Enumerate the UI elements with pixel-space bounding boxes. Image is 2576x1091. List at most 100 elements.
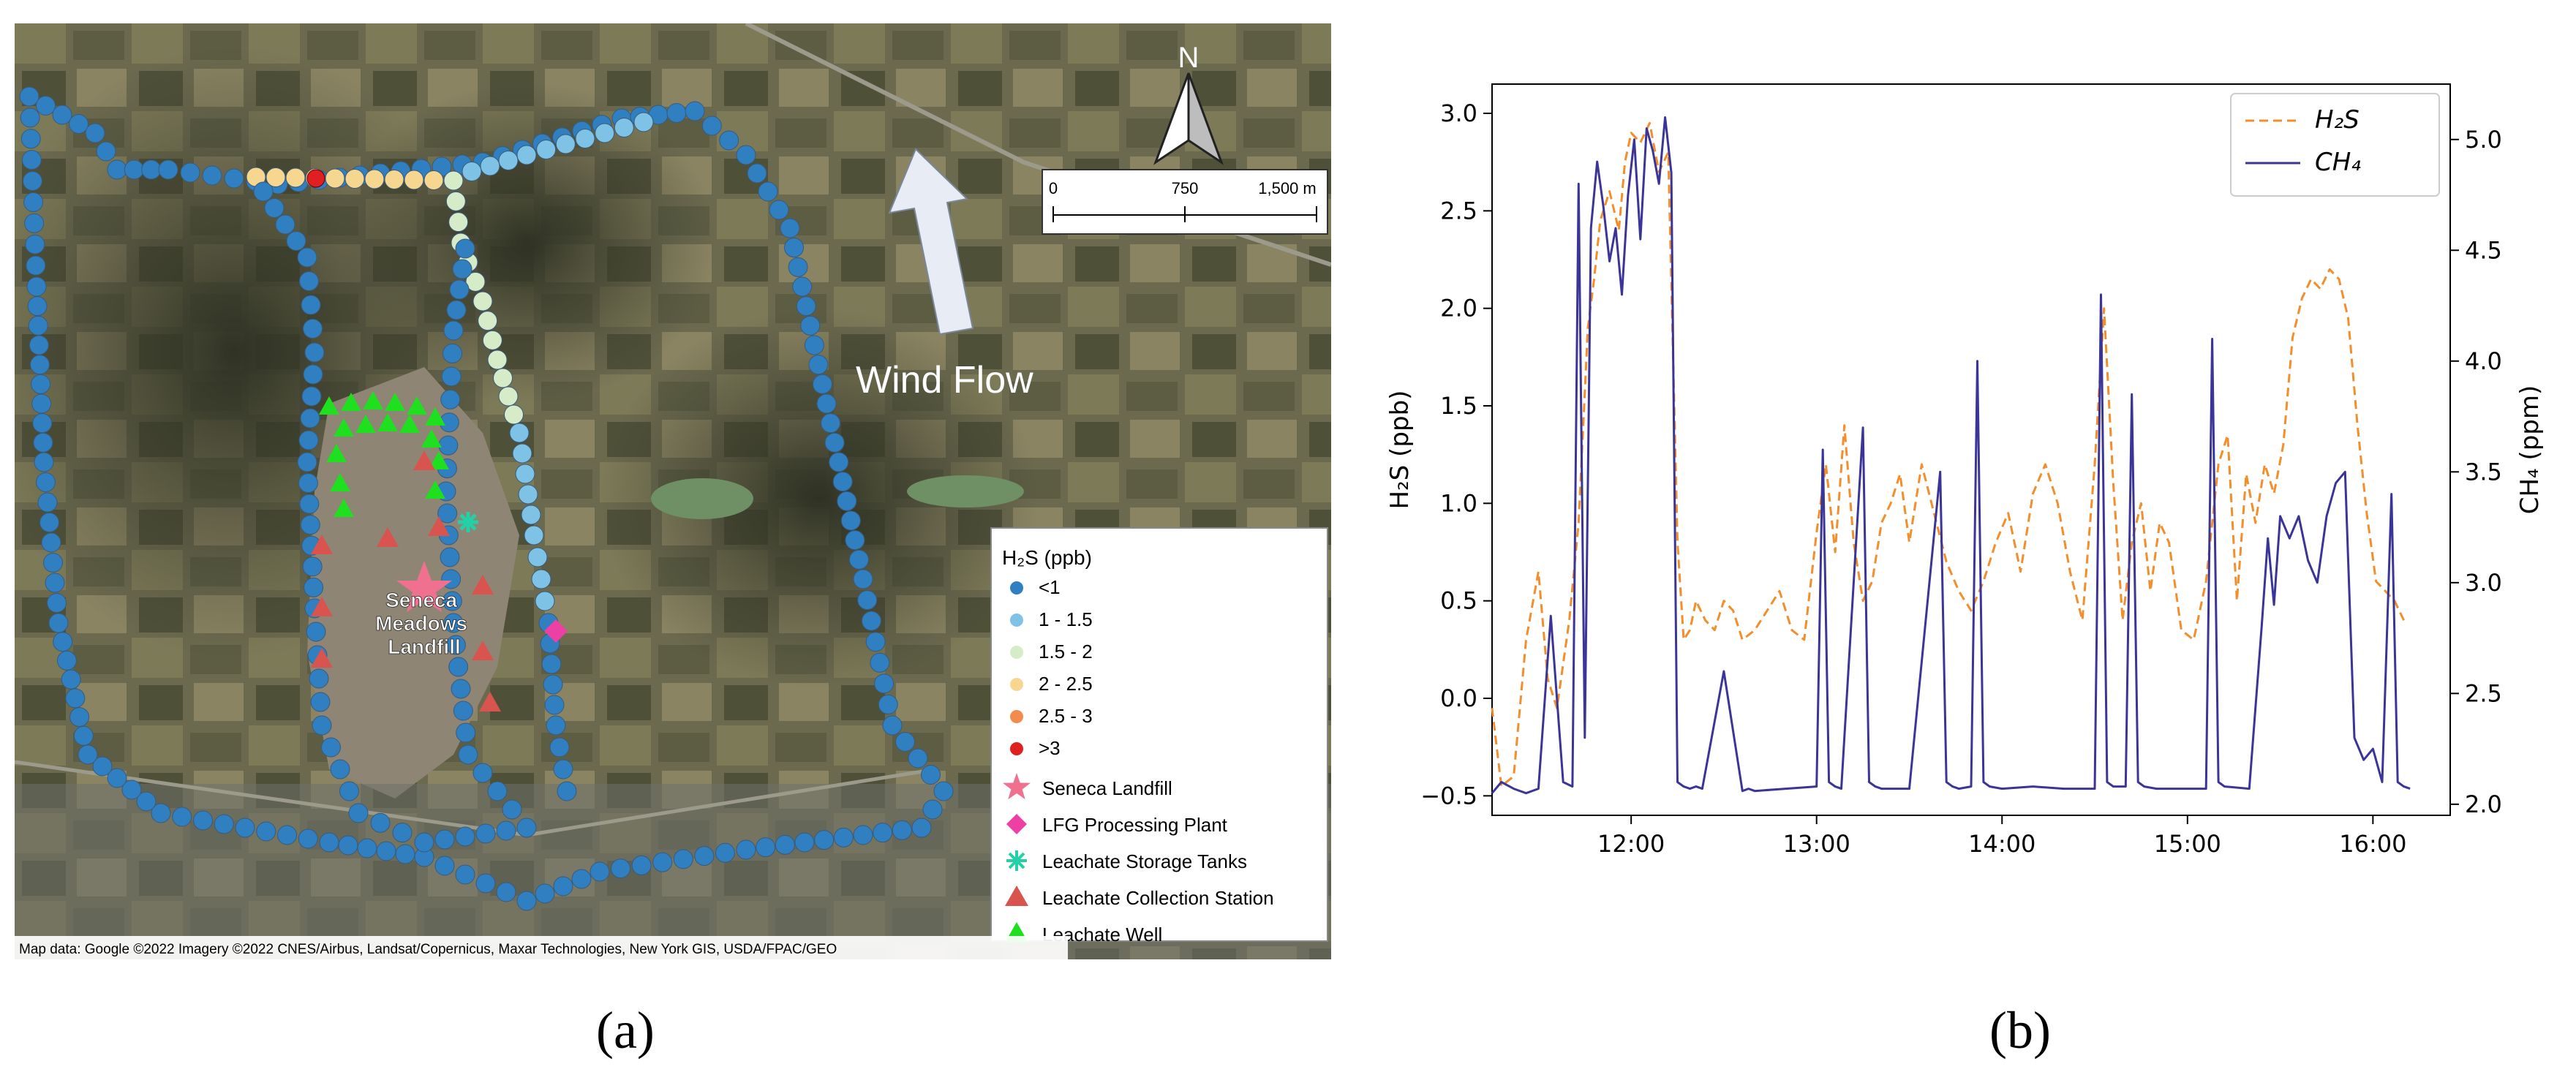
h2s-sample-point (151, 803, 171, 823)
leachate-collection-station-marker[interactable] (472, 575, 494, 594)
h2s-sample-point (933, 781, 954, 801)
h2s-sample-point (441, 366, 462, 387)
y-axis-left-label: H₂S (ppb) (1385, 390, 1415, 510)
leachate-collection-station-marker[interactable] (472, 641, 494, 660)
leachate-well-marker[interactable] (334, 499, 354, 517)
legend-symbol-label: Leachate Collection Station (1042, 887, 1274, 909)
leachate-well-marker[interactable] (377, 413, 398, 431)
h2s-sample-point (452, 259, 472, 279)
h2s-sample-point (895, 732, 915, 752)
leachate-collection-station-marker[interactable] (311, 648, 333, 668)
h2s-sample-point (502, 799, 522, 820)
leachate-well-marker[interactable] (334, 418, 354, 437)
leachate-well-marker[interactable] (429, 451, 449, 469)
h2s-sample-point (180, 162, 200, 183)
h2s-sample-point (414, 832, 434, 853)
h2s-sample-point (443, 320, 464, 341)
h2s-sample-point (465, 271, 486, 292)
leachate-well-marker[interactable] (355, 415, 376, 433)
leachate-well-marker[interactable] (385, 393, 405, 411)
h2s-sample-point (516, 891, 537, 911)
h2s-sample-point (28, 315, 48, 336)
legend-class-label: 1.5 - 2 (1039, 641, 1093, 662)
legend-symbol-label: LFG Processing Plant (1042, 814, 1228, 836)
h2s-sample-point (434, 856, 455, 876)
h2s-sample-point (445, 191, 466, 211)
h2s-sample-point (300, 408, 320, 429)
leachate-well-marker[interactable] (407, 396, 427, 415)
h2s-sample-point (631, 855, 652, 875)
leachate-well-marker[interactable] (425, 407, 445, 426)
h2s-sample-point (496, 820, 516, 841)
h2s-sample-point (516, 818, 537, 838)
h2s-sample-point (302, 556, 323, 577)
h2s-sample-point (845, 530, 865, 551)
leachate-storage-tanks-marker[interactable] (458, 512, 478, 532)
leachate-well-marker[interactable] (330, 473, 350, 491)
chart-legend: H₂S CH₄ (2230, 93, 2440, 197)
leachate-well-marker[interactable] (341, 393, 361, 411)
scale-tick-label: 1,500 m (1258, 179, 1317, 197)
h2s-sample-point (52, 105, 72, 125)
h2s-sample-point (23, 192, 44, 212)
h2s-sample-point (796, 296, 816, 317)
h2s-sample-point (20, 107, 40, 128)
h2s-sample-point (48, 613, 69, 633)
legend-class-label: <1 (1039, 576, 1061, 598)
h2s-sample-point (446, 300, 467, 320)
y2-tick-label: 2.0 (2465, 790, 2502, 818)
lfg-processing-plant-marker[interactable] (544, 619, 568, 643)
h2s-sample-point (509, 423, 530, 443)
h2s-sample-point (224, 168, 244, 189)
h2s-sample-point (853, 569, 873, 589)
h2s-sample-point (364, 169, 385, 189)
h2s-sample-point (482, 330, 502, 350)
leachate-well-marker[interactable] (319, 396, 339, 415)
h2s-sample-point (297, 247, 317, 268)
h2s-sample-point (504, 404, 524, 425)
leachate-collection-station-marker[interactable] (479, 692, 501, 711)
h2s-sample-point (784, 238, 805, 258)
h2s-sample-point (36, 96, 56, 116)
leachate-well-marker[interactable] (421, 429, 442, 448)
h2s-sample-point (264, 198, 285, 218)
h2s-sample-point (20, 129, 41, 149)
legend-swatch (1010, 742, 1023, 755)
leachate-collection-station-marker[interactable] (413, 450, 435, 470)
h2s-sample-point (445, 635, 466, 655)
h2s-sample-point (816, 393, 837, 414)
h2s-sample-point (448, 212, 469, 233)
h2s-sample-point (515, 464, 535, 484)
leachate-collection-station-marker[interactable] (428, 516, 450, 536)
leachate-well-marker[interactable] (399, 415, 420, 433)
leachate-well-marker[interactable] (425, 480, 445, 499)
leachate-collection-station-marker[interactable] (377, 527, 399, 547)
h2s-sample-point (794, 832, 815, 853)
h2s-sample-point (172, 807, 192, 827)
leachate-well-marker[interactable] (363, 391, 383, 409)
diamond-icon (1006, 814, 1027, 834)
h2s-sample-point (29, 335, 49, 355)
x-tick-label: 16:00 (2339, 830, 2406, 858)
leachate-wells (319, 391, 449, 517)
h2s-sample-point (756, 837, 776, 858)
h2s-sample-point (832, 472, 853, 492)
landfill-map[interactable]: Seneca Meadows Landfill Wind Flow N 0 75… (15, 23, 1331, 959)
h2s-sample-point (870, 652, 890, 673)
h2s-sample-point (451, 679, 471, 699)
y2-tick-label: 5.0 (2465, 126, 2502, 154)
legend-class-label: 2 - 2.5 (1039, 673, 1093, 695)
h2s-sample-point (300, 515, 320, 535)
h2s-sample-point (303, 364, 323, 385)
attribution-bar (15, 936, 1068, 959)
seneca-landfill-marker[interactable] (396, 561, 452, 612)
h2s-sample-point (384, 170, 404, 189)
h2s-sample-point (498, 151, 519, 170)
leachate-collection-station-marker[interactable] (311, 535, 333, 554)
leachate-well-marker[interactable] (326, 444, 347, 462)
h2s-sample-point (301, 295, 321, 315)
chart-axes: −0.5 0.0 0.5 1.0 1.5 2.0 2.5 3.0 2.0 2.5 3.0 3.5 4.0… (1420, 83, 2502, 858)
leachate-collection-station-marker[interactable] (311, 597, 333, 616)
h2s-sample-point (92, 756, 113, 777)
